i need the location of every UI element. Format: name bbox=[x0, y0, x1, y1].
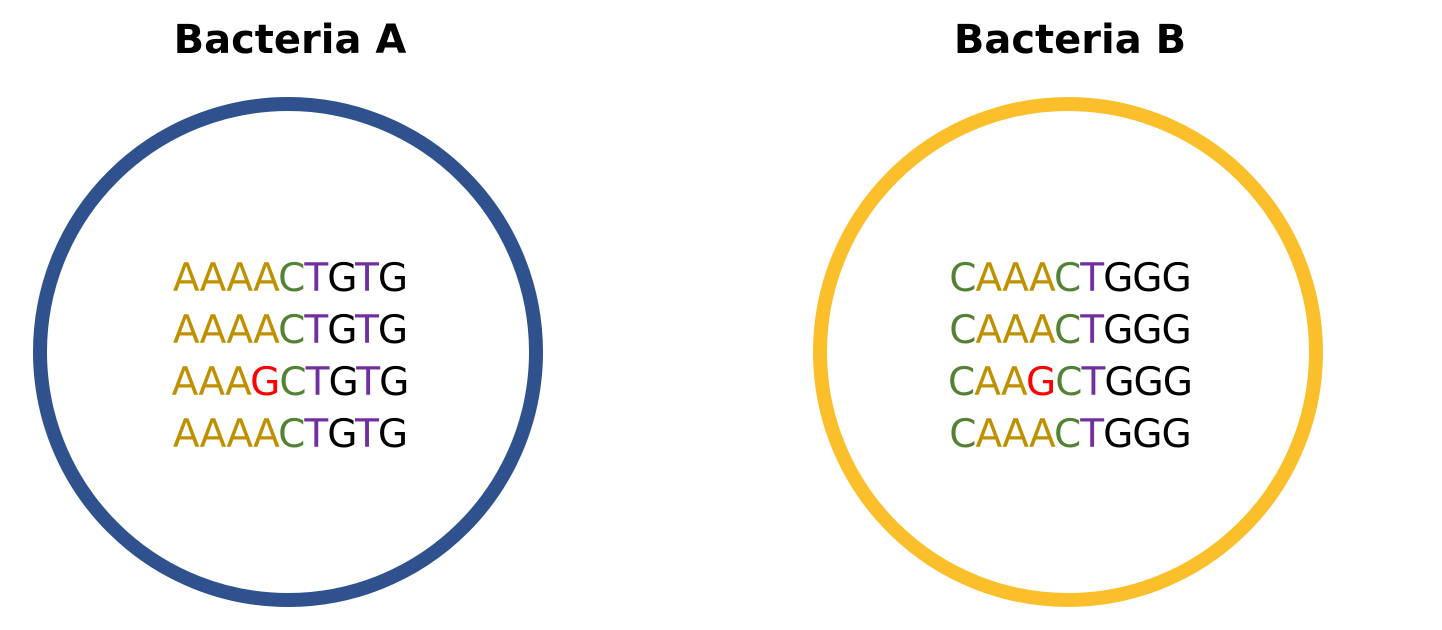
sequence-line: AAAACTGTG bbox=[10, 409, 570, 461]
thymine-nucleotide: T bbox=[1080, 308, 1104, 353]
thymine-nucleotide: T bbox=[1081, 360, 1105, 405]
bacteria-b-sequences: CAAACTGGG CAAACTGGG CAAGCTGGG CAAACTGGG bbox=[790, 253, 1350, 461]
sequence-line: AAAACTGTG bbox=[10, 305, 570, 357]
guanine-nucleotide: G bbox=[377, 412, 408, 457]
guanine-nucleotide: GGG bbox=[1103, 412, 1192, 457]
guanine-nucleotide: G bbox=[377, 256, 408, 301]
bacteria-a-sequences: AAAACTGTG AAAACTGTG AAAGCTGTG AAAACTGTG bbox=[10, 253, 570, 461]
guanine-nucleotide: GGG bbox=[1103, 308, 1192, 353]
cytosine-nucleotide: C bbox=[278, 256, 305, 301]
guanine-nucleotide: G bbox=[327, 308, 356, 353]
guanine-nucleotide: G bbox=[377, 308, 408, 353]
sequence-line: CAAGCTGGG bbox=[790, 357, 1350, 409]
cytosine-nucleotide: C bbox=[278, 308, 305, 353]
sequence-line: AAAGCTGTG bbox=[10, 357, 570, 409]
cytosine-nucleotide: C bbox=[279, 360, 306, 405]
adenine-nucleotide: AAAA bbox=[172, 256, 279, 301]
cytosine-nucleotide: C bbox=[949, 308, 976, 353]
mutation-nucleotide: G bbox=[1026, 360, 1056, 405]
sequence-line: CAAACTGGG bbox=[790, 409, 1350, 461]
thymine-nucleotide: T bbox=[304, 308, 328, 353]
cytosine-nucleotide: C bbox=[949, 256, 976, 301]
bacteria-b-panel: Bacteria B CAAACTGGG CAAACTGGG CAAGCTGGG CA… bbox=[790, 0, 1350, 630]
adenine-nucleotide: AAAA bbox=[172, 412, 279, 457]
cytosine-nucleotide: C bbox=[1055, 360, 1082, 405]
guanine-nucleotide: G bbox=[327, 256, 356, 301]
guanine-nucleotide: GGG bbox=[1104, 360, 1193, 405]
cytosine-nucleotide: C bbox=[1054, 256, 1081, 301]
thymine-nucleotide: T bbox=[304, 412, 328, 457]
guanine-nucleotide: GGG bbox=[1103, 256, 1192, 301]
adenine-nucleotide: AAAA bbox=[172, 308, 279, 353]
bacteria-b-title: Bacteria B bbox=[953, 17, 1187, 63]
sequence-line: CAAACTGGG bbox=[790, 253, 1350, 305]
cytosine-nucleotide: C bbox=[1054, 308, 1081, 353]
thymine-nucleotide: T bbox=[355, 412, 379, 457]
bacteria-a-panel: Bacteria A AAAACTGTG AAAACTGTG AAAGCTGTG AA… bbox=[10, 0, 570, 630]
thymine-nucleotide: T bbox=[305, 360, 330, 405]
cytosine-nucleotide: C bbox=[949, 412, 976, 457]
guanine-nucleotide: G bbox=[379, 360, 409, 405]
thymine-nucleotide: T bbox=[1080, 412, 1104, 457]
cytosine-nucleotide: C bbox=[278, 412, 305, 457]
mutation-nucleotide: G bbox=[250, 360, 280, 405]
guanine-nucleotide: G bbox=[327, 412, 356, 457]
thymine-nucleotide: T bbox=[1080, 256, 1104, 301]
cytosine-nucleotide: C bbox=[948, 360, 975, 405]
bacteria-a-title: Bacteria A bbox=[173, 17, 407, 63]
cytosine-nucleotide: C bbox=[1054, 412, 1081, 457]
adenine-nucleotide: AA bbox=[974, 360, 1027, 405]
thymine-nucleotide: T bbox=[304, 256, 328, 301]
adenine-nucleotide: AAA bbox=[171, 360, 252, 405]
thymine-nucleotide: T bbox=[355, 308, 379, 353]
thymine-nucleotide: T bbox=[355, 256, 379, 301]
adenine-nucleotide: AAA bbox=[975, 308, 1055, 353]
adenine-nucleotide: AAA bbox=[975, 256, 1055, 301]
sequence-line: AAAACTGTG bbox=[10, 253, 570, 305]
thymine-nucleotide: T bbox=[356, 360, 380, 405]
adenine-nucleotide: AAA bbox=[975, 412, 1055, 457]
guanine-nucleotide: G bbox=[328, 360, 357, 405]
sequence-line: CAAACTGGG bbox=[790, 305, 1350, 357]
